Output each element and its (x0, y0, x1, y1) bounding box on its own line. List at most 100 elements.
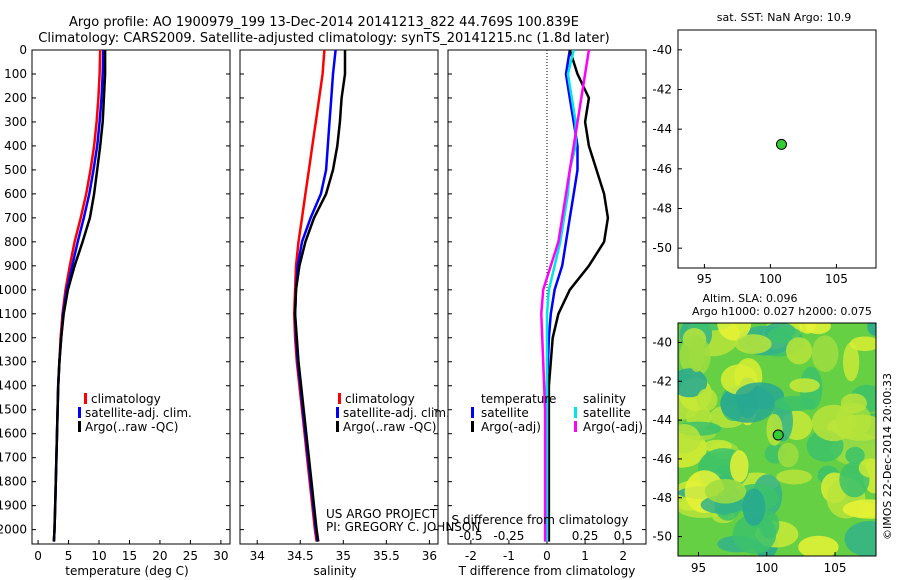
depth-tick-label: 400 (4, 139, 27, 153)
x-tick-label: 5 (65, 549, 73, 563)
sla-blob (811, 404, 856, 442)
difference-legend: temperature satellite Argo(-adj) salinit… (471, 392, 643, 434)
x-tick-label: 2 (619, 549, 627, 563)
depth-tick-label: 1000 (0, 283, 27, 297)
sla-blob (774, 395, 816, 411)
sla-blob (785, 337, 813, 365)
sla-blob (696, 388, 718, 412)
depth-tick-label: 1900 (0, 499, 27, 513)
x2-tick-label: -0.5 (459, 529, 482, 543)
legend-title-temperature: temperature (481, 392, 556, 406)
legend-swatch-satellite (336, 407, 339, 418)
x-tick-label: 105 (824, 561, 847, 575)
y-tick-label: -40 (652, 43, 672, 57)
temperature-plot-frame (31, 49, 231, 545)
series-line-T_sat (545, 49, 579, 542)
sla-blob (849, 336, 876, 352)
legend-swatch-satellite (78, 407, 81, 418)
sla-blob (742, 488, 766, 526)
depth-tick-label: 900 (4, 259, 27, 273)
x2-tick-label: -0.25 (493, 529, 524, 543)
depth-tick-label: 300 (4, 115, 27, 129)
legend-swatch-argo (336, 421, 339, 432)
x-tick-label: 100 (755, 561, 778, 575)
depth-tick-label: 800 (4, 235, 27, 249)
legend-swatch-s-argo (574, 421, 577, 432)
sla-blob (789, 378, 820, 393)
depth-tick-label: 1800 (0, 475, 27, 489)
x-tick-label: 10 (91, 549, 106, 563)
depth-axis: 0 100 200 300 400 500 600 700 800 900 1000 1100 1200… (0, 43, 27, 537)
depth-tick-label: 2000 (0, 523, 27, 537)
series-line-T_argo (547, 49, 610, 542)
legend-label-climatology: climatology (345, 392, 415, 406)
sst-map-title: sat. SST: NaN Argo: 10.9 (717, 11, 851, 24)
x-tick-label: 36 (422, 549, 437, 563)
legend-swatch-s-satellite (574, 407, 577, 418)
legend-label-satellite: satellite-adj. clim. (343, 406, 450, 420)
series-line-S_sat (545, 49, 577, 542)
x2-tick-label: 0.5 (614, 529, 633, 543)
sla-map-frame (677, 322, 877, 557)
legend-label-t-argo: Argo(-adj) (481, 420, 541, 434)
legend-label-climatology: climatology (91, 392, 161, 406)
legend-label-s-satellite: satellite (583, 406, 631, 420)
sla-blob (858, 458, 876, 478)
legend-swatch-climatology (338, 393, 341, 404)
x-tick-label: -1 (503, 549, 515, 563)
y-tick-label: -42 (652, 374, 672, 388)
float-position-marker (775, 138, 787, 150)
pi-credit: PI: GREGORY C. JOHNSON (326, 520, 480, 534)
imos-credit: ©IMOS 22-Dec-2014 20:00:33 (881, 373, 894, 540)
legend-label-s-argo: Argo(-adj) (583, 420, 643, 434)
x-tick-label: 25 (183, 549, 198, 563)
salinity-legend: climatology satellite-adj. clim. Argo(..… (336, 392, 450, 434)
sla-blob (811, 335, 839, 373)
depth-tick-label: 0 (19, 43, 27, 57)
figure-title-line1: Argo profile: AO 1900979_199 13-Dec-2014… (69, 15, 579, 30)
sst-map-frame (677, 29, 877, 269)
sla-blob (734, 334, 772, 354)
legend-label-t-satellite: satellite (481, 406, 529, 420)
depth-tick-label: 1200 (0, 331, 27, 345)
depth-tick-label: 1400 (0, 379, 27, 393)
x-tick-label: 105 (825, 272, 848, 286)
y-tick-label: -50 (652, 530, 672, 544)
sst-map: -40 -42 -44 -46 -48 -50 95 100 105 (652, 43, 847, 286)
x-tick-label: 35 (336, 549, 351, 563)
y-tick-label: -40 (652, 335, 672, 349)
y-tick-label: -44 (652, 122, 672, 136)
depth-tick-label: 1700 (0, 451, 27, 465)
legend-swatch-t-satellite (471, 407, 474, 418)
depth-tick-label: 500 (4, 163, 27, 177)
legend-label-satellite: satellite-adj. clim. (85, 406, 192, 420)
legend-swatch-argo (78, 421, 81, 432)
sla-blob (776, 469, 812, 485)
legend-swatch-climatology (84, 393, 87, 404)
salinity-axis-label: salinity (313, 564, 356, 578)
series-line-S_argo (540, 49, 591, 542)
sla-map: -40 -42 -44 -46 -48 -50 95 100 105 (652, 322, 877, 575)
sla-blob (688, 336, 705, 373)
float-position-marker (772, 429, 784, 441)
sla-blob (843, 342, 860, 382)
x-tick-label: 20 (152, 549, 167, 563)
figure-title-line2: Climatology: CARS2009. Satellite-adjuste… (38, 31, 610, 46)
difference-s-axis-label: S difference from climatology (452, 513, 629, 527)
sla-blob (704, 479, 747, 504)
sla-blob (678, 424, 701, 454)
sla-blob (845, 446, 865, 464)
x-tick-label: 0 (34, 549, 42, 563)
sla-blob (678, 368, 708, 398)
sla-blob (732, 514, 777, 554)
x-tick-label: -2 (465, 549, 477, 563)
depth-tick-label: 100 (4, 67, 27, 81)
depth-tick-label: 1500 (0, 403, 27, 417)
salinity-plot: 34 34.5 35 35.5 36 (240, 49, 438, 563)
y-tick-label: -46 (652, 452, 672, 466)
sla-blob (799, 323, 816, 334)
sla-blob (735, 382, 784, 410)
temperature-legend: climatology satellite-adj. clim. Argo(..… (78, 392, 192, 434)
legend-swatch-t-argo (471, 421, 474, 432)
